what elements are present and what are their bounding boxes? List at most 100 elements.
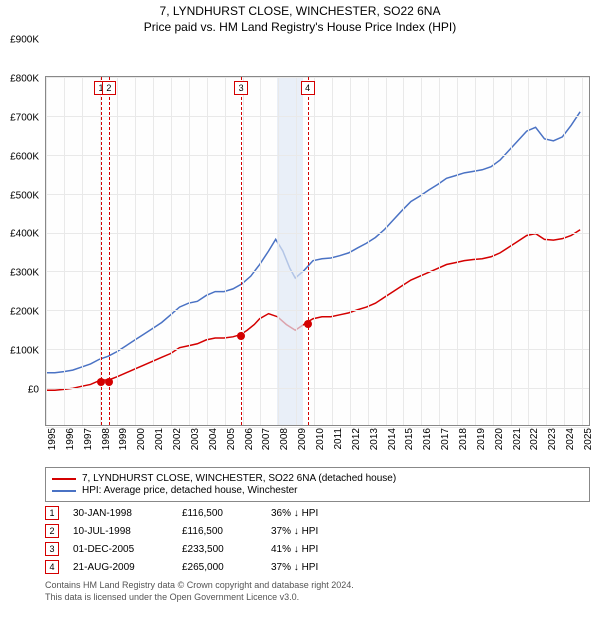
x-tick-label: 2016 [422,428,433,450]
sale-row: 130-JAN-1998£116,50036% ↓ HPI [45,506,590,520]
grid-line [171,77,172,425]
sale-price: £116,500 [182,508,257,519]
x-tick-label: 2013 [369,428,380,450]
sale-hpi-delta: 37% ↓ HPI [271,562,351,573]
grid-line [207,77,208,425]
legend-item: 7, LYNDHURST CLOSE, WINCHESTER, SO22 6NA… [52,473,583,484]
y-axis: £0£100K£200K£300K£400K£500K£600K£700K£80… [0,40,43,390]
grid-line [421,77,422,425]
sale-date: 21-AUG-2009 [73,562,168,573]
sale-marker-line [308,77,309,425]
grid-line [46,77,47,425]
grid-line [46,349,589,350]
sale-marker-line [241,77,242,425]
sale-marker-dot [304,320,312,328]
grid-line [46,388,589,389]
y-tick-label: £500K [0,190,39,201]
x-tick-label: 2024 [565,428,576,450]
x-axis: 1995199619971998199920002001200220032004… [45,426,590,461]
x-tick-label: 2020 [494,428,505,450]
chart-subtitle: Price paid vs. HM Land Registry's House … [0,20,600,34]
footer-line-1: Contains HM Land Registry data © Crown c… [45,580,590,592]
sale-marker-number: 2 [102,81,116,95]
sale-number-box: 1 [45,506,59,520]
sale-marker-line [109,77,110,425]
legend-swatch [52,490,76,492]
chart-lines [46,77,589,425]
grid-line [564,77,565,425]
sale-marker-line [101,77,102,425]
x-tick-label: 2018 [458,428,469,450]
sale-hpi-delta: 41% ↓ HPI [271,544,351,555]
x-tick-label: 1999 [118,428,129,450]
sale-price: £233,500 [182,544,257,555]
grid-line [46,271,589,272]
x-tick-label: 2017 [440,428,451,450]
chart-title: 7, LYNDHURST CLOSE, WINCHESTER, SO22 6NA [0,4,600,18]
x-tick-label: 2015 [404,428,415,450]
y-tick-label: £600K [0,151,39,162]
grid-line [314,77,315,425]
grid-line [475,77,476,425]
grid-line [46,155,589,156]
grid-line [386,77,387,425]
x-tick-label: 2007 [261,428,272,450]
sale-marker-number: 3 [234,81,248,95]
sale-date: 30-JAN-1998 [73,508,168,519]
x-tick-label: 1998 [101,428,112,450]
y-tick-label: £100K [0,346,39,357]
sale-row: 3 01-DEC-2005 £233,500 41% ↓ HPI [45,542,590,556]
grid-line [528,77,529,425]
x-tick-label: 2012 [351,428,362,450]
sale-price: £265,000 [182,562,257,573]
x-tick-label: 1996 [65,428,76,450]
y-tick-label: £0 [0,385,39,396]
grid-line [82,77,83,425]
legend-swatch [52,478,76,480]
y-tick-label: £200K [0,307,39,318]
grid-line [350,77,351,425]
x-tick-label: 2009 [297,428,308,450]
grid-line [46,310,589,311]
x-tick-label: 2000 [136,428,147,450]
grid-line [153,77,154,425]
grid-line [403,77,404,425]
x-tick-label: 2010 [315,428,326,450]
plot-area: 1234 [45,76,590,426]
sale-date: 10-JUL-1998 [73,526,168,537]
sale-date: 01-DEC-2005 [73,544,168,555]
legend-item: HPI: Average price, detached house, Winc… [52,485,583,496]
sale-marker-dot [105,378,113,386]
grid-line [493,77,494,425]
sale-number-box: 3 [45,542,59,556]
grid-line [46,233,589,234]
x-tick-label: 2025 [583,428,594,450]
x-tick-label: 2011 [333,428,344,450]
sale-price: £116,500 [182,526,257,537]
sale-hpi-delta: 37% ↓ HPI [271,526,351,537]
grid-line [243,77,244,425]
grid-line [296,77,297,425]
grid-line [225,77,226,425]
sale-marker-dot [237,332,245,340]
sale-row: 421-AUG-2009£265,00037% ↓ HPI [45,560,590,574]
grid-line [260,77,261,425]
x-tick-label: 2004 [208,428,219,450]
x-tick-label: 1997 [83,428,94,450]
recession-band [277,77,304,425]
x-tick-label: 1995 [47,428,58,450]
chart-container: 7, LYNDHURST CLOSE, WINCHESTER, SO22 6NA… [0,0,600,620]
y-tick-label: £900K [0,35,39,46]
grid-line [189,77,190,425]
x-tick-label: 2008 [279,428,290,450]
footer-attribution: Contains HM Land Registry data © Crown c… [45,580,590,603]
grid-line [368,77,369,425]
y-tick-label: £300K [0,268,39,279]
sale-marker-number: 4 [301,81,315,95]
y-tick-label: £400K [0,229,39,240]
grid-line [582,77,583,425]
sale-number-box: 2 [45,524,59,538]
title-block: 7, LYNDHURST CLOSE, WINCHESTER, SO22 6NA… [0,0,600,36]
legend-label: 7, LYNDHURST CLOSE, WINCHESTER, SO22 6NA… [82,473,396,484]
sales-table: 130-JAN-1998£116,50036% ↓ HPI210-JUL-199… [45,506,590,574]
